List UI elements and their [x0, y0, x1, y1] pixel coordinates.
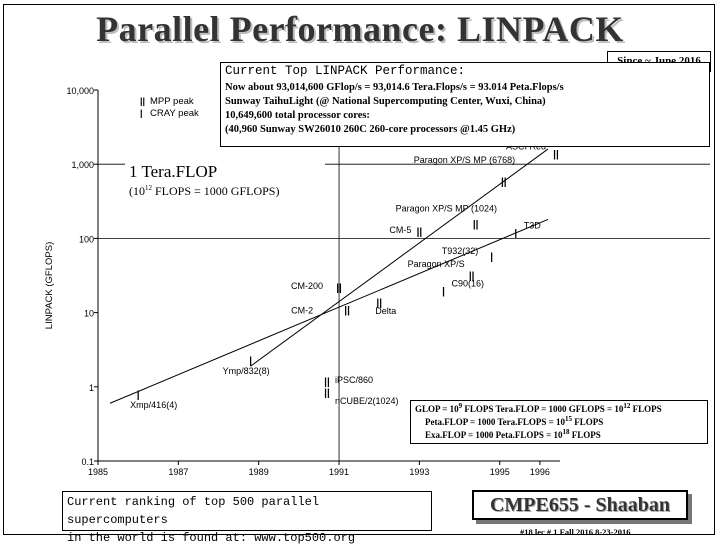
series-1-point-1: |	[249, 356, 252, 367]
series-1-point-2: |	[442, 286, 445, 297]
units-l1-pre: GLOP = 10	[415, 404, 459, 414]
trend-line-1	[250, 148, 549, 367]
x-tick-label-2: 1989	[249, 467, 269, 477]
units-l3-post: FLOPS	[569, 430, 601, 440]
x-tick-label-3: 1991	[329, 467, 349, 477]
series-0-label-2: CM-200	[291, 281, 323, 291]
current-line-2: Sunway TaihuLight (@ National Supercompu…	[225, 96, 546, 107]
units-l1-mid: FLOPS Tera.FLOP = 1000 GFLOPS = 10	[462, 404, 624, 414]
series-0-point-5: ||	[417, 227, 423, 238]
trend-line-0	[109, 218, 549, 404]
x-tick-label-6: 1996	[530, 467, 550, 477]
ranking-line-2: in the world is found at: www.top500.org	[67, 531, 356, 545]
series-0-point-0: ||	[324, 377, 330, 388]
series-0-point-1: ||	[324, 388, 330, 399]
legend-marker-1: |	[140, 108, 143, 118]
units-line-3: Exa.FLOP = 1000 Peta.FLOPS = 1018 FLOPS	[415, 429, 703, 442]
y-tick-label-5: 10,000	[66, 86, 94, 96]
units-l3-sup: 18	[562, 428, 570, 436]
series-0-label-1: nCUBE/2(1024)	[335, 396, 399, 406]
series-0-label-0: iPSC/860	[335, 375, 373, 385]
current-line-3: 10,649,600 total processor cores:	[225, 110, 370, 121]
current-heading: Current Top LINPACK Performance:	[225, 64, 466, 78]
legend-label-0: MPP peak	[150, 96, 194, 107]
ranking-note: Current ranking of top 500 parallel supe…	[62, 491, 432, 545]
series-0-label-4: Delta	[375, 306, 396, 316]
slide-title: Parallel Performance: LINPACK	[96, 9, 624, 49]
y-tick-label-1: 1	[89, 383, 94, 393]
series-1-label-4: T3D	[524, 221, 542, 231]
units-l2-pre: Peta.FLOP = 1000 Tera.FLOPS = 10	[425, 417, 566, 427]
y-tick-label-4: 1,000	[71, 160, 94, 170]
teraflop-title: 1 Tera.FLOP	[129, 162, 218, 181]
series-1-point-4: |	[514, 229, 517, 240]
teraflop-note: 1 Tera.FLOP (1012 FLOPS = 1000 GFLOPS)	[125, 160, 325, 200]
current-performance-box: Current Top LINPACK Performance: Now abo…	[220, 62, 710, 147]
series-1-label-3: T932(32)	[442, 246, 479, 256]
series-0-label-3: CM-2	[291, 306, 313, 316]
series-0-point-8: ||	[501, 177, 507, 188]
series-0-label-5: CM-5	[389, 225, 411, 235]
legend-label-1: CRAY peak	[150, 108, 199, 119]
series-1-label-1: Ymp/832(8)	[223, 366, 270, 376]
slide-footer: #18 lec # 1 Fall 2016 8-23-2016	[520, 527, 631, 537]
x-tick-label-4: 1993	[409, 467, 429, 477]
units-l1-sup1: 9	[458, 402, 463, 410]
units-l1-post: FLOPS	[630, 404, 662, 414]
series-0-point-2: ||	[336, 283, 342, 294]
teraflop-def-pre: (10	[129, 184, 145, 198]
units-l2-sup: 15	[565, 415, 573, 423]
series-1-label-0: Xmp/416(4)	[130, 400, 177, 410]
units-l2-post: FLOPS	[572, 417, 604, 427]
legend-marker-0: ||	[140, 96, 145, 106]
y-tick-label-2: 10	[84, 309, 94, 319]
teraflop-def-post: FLOPS = 1000 GFLOPS)	[152, 184, 280, 198]
units-line-1: GLOP = 109 FLOPS Tera.FLOP = 1000 GFLOPS…	[415, 403, 703, 416]
series-0-point-4: ||	[376, 298, 382, 309]
series-0-point-7: ||	[469, 271, 475, 282]
units-line-2: Peta.FLOP = 1000 Tera.FLOPS = 1015 FLOPS	[415, 416, 703, 429]
teraflop-definition: (1012 FLOPS = 1000 GFLOPS)	[129, 184, 321, 199]
current-line-1: Now about 93,014,600 GFlop/s = 93,014.6 …	[225, 82, 564, 93]
y-tick-label-0: 0.1	[81, 457, 94, 467]
ranking-line-1: Current ranking of top 500 parallel supe…	[67, 495, 320, 527]
units-l3-pre: Exa.FLOP = 1000 Peta.FLOPS = 10	[425, 430, 563, 440]
current-line-4: (40,960 Sunway SW26010 260C 260-core pro…	[225, 124, 516, 135]
teraflop-def-sup: 12	[145, 184, 152, 192]
x-tick-label-1: 1987	[168, 467, 188, 477]
series-0-label-6: Paragon XP/S MP (1024)	[396, 203, 497, 213]
x-tick-label-5: 1995	[490, 467, 510, 477]
y-tick-label-3: 100	[79, 234, 94, 244]
series-0-point-6: ||	[473, 219, 479, 230]
y-axis-label: LINPACK (GFLOPS)	[44, 242, 55, 329]
series-1-label-2: C90(16)	[451, 278, 484, 288]
series-0-label-8: Paragon XP/S MP (6768)	[414, 155, 515, 165]
series-0-point-3: ||	[344, 306, 350, 317]
course-badge: CMPE655 - Shaaban	[472, 490, 688, 520]
series-0-label-7: Paragon XP/S	[408, 259, 465, 269]
units-l1-sup2: 12	[623, 402, 631, 410]
units-box: GLOP = 109 FLOPS Tera.FLOP = 1000 GFLOPS…	[410, 400, 708, 444]
series-0-point-9: ||	[553, 149, 559, 160]
x-tick-label-0: 1985	[88, 467, 108, 477]
series-1-point-0: |	[137, 390, 140, 401]
slide-frame	[3, 4, 715, 535]
series-1-point-3: |	[490, 252, 493, 263]
